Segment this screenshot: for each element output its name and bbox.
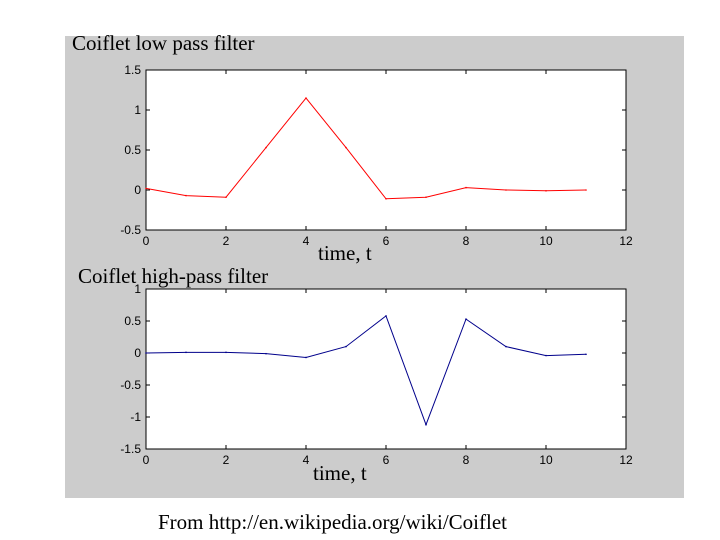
- data-point-high-pass: [425, 423, 427, 426]
- x-tick-label-low-pass: 2: [223, 234, 230, 248]
- data-line-high-pass: [145, 315, 587, 427]
- source-caption: From http://en.wikipedia.org/wiki/Coifle…: [158, 510, 508, 534]
- data-point-high-pass: [465, 318, 467, 320]
- y-tick-label-high-pass: -1.5: [120, 442, 141, 456]
- y-tick-label-low-pass: 0.5: [124, 143, 141, 157]
- x-tick-label-high-pass: 12: [619, 453, 633, 467]
- data-point-low-pass: [425, 196, 427, 198]
- y-tick-label-high-pass: 0.5: [124, 314, 141, 328]
- data-point-high-pass: [305, 356, 307, 359]
- data-point-high-pass: [505, 345, 507, 348]
- x-axis-label-low-pass: time, t: [318, 241, 372, 265]
- x-tick-label-low-pass: 4: [303, 234, 310, 248]
- x-axis-label-high-pass: time, t: [313, 461, 367, 485]
- y-tick-label-low-pass: 1: [134, 103, 141, 117]
- x-tick-label-high-pass: 8: [463, 453, 470, 467]
- data-point-low-pass: [585, 189, 587, 191]
- data-point-low-pass: [225, 196, 227, 198]
- data-point-high-pass: [545, 354, 547, 357]
- data-point-high-pass: [145, 352, 147, 354]
- data-point-low-pass: [145, 187, 147, 190]
- y-tick-label-low-pass: 0: [134, 183, 141, 197]
- data-point-low-pass: [545, 190, 547, 192]
- x-tick-label-high-pass: 10: [539, 453, 553, 467]
- chart-title-high-pass: Coiflet high-pass filter: [78, 264, 269, 288]
- x-tick-label-high-pass: 4: [303, 453, 310, 467]
- x-tick-label-high-pass: 0: [143, 453, 150, 467]
- data-point-low-pass: [185, 194, 187, 197]
- data-point-low-pass: [385, 198, 387, 200]
- data-point-high-pass: [185, 351, 187, 354]
- y-tick-label-high-pass: -1: [130, 410, 141, 424]
- data-point-high-pass: [265, 352, 267, 355]
- data-point-high-pass: [585, 353, 587, 356]
- data-point-low-pass: [465, 186, 467, 189]
- x-tick-label-high-pass: 6: [383, 453, 390, 467]
- plot-area-low-pass: [145, 69, 627, 231]
- y-tick-label-low-pass: -0.5: [120, 223, 141, 237]
- x-tick-label-low-pass: 12: [619, 234, 633, 248]
- data-point-high-pass: [225, 351, 227, 354]
- y-tick-label-high-pass: 0: [134, 346, 141, 360]
- data-point-low-pass: [345, 146, 347, 149]
- y-tick-label-low-pass: 1.5: [124, 63, 141, 77]
- x-tick-label-low-pass: 6: [383, 234, 390, 248]
- data-point-low-pass: [265, 146, 267, 149]
- data-point-high-pass: [385, 315, 387, 317]
- chart-title-low-pass: Coiflet low pass filter: [72, 31, 255, 55]
- plot-area-high-pass: [145, 288, 627, 450]
- data-point-high-pass: [345, 345, 347, 348]
- x-tick-label-low-pass: 10: [539, 234, 553, 248]
- x-tick-label-low-pass: 0: [143, 234, 150, 248]
- x-tick-label-high-pass: 2: [223, 453, 230, 467]
- data-point-low-pass: [305, 97, 307, 99]
- y-tick-label-high-pass: -0.5: [120, 378, 141, 392]
- data-line-low-pass: [145, 97, 587, 200]
- y-tick-label-high-pass: 1: [134, 282, 141, 296]
- data-point-low-pass: [505, 189, 507, 191]
- x-tick-label-low-pass: 8: [463, 234, 470, 248]
